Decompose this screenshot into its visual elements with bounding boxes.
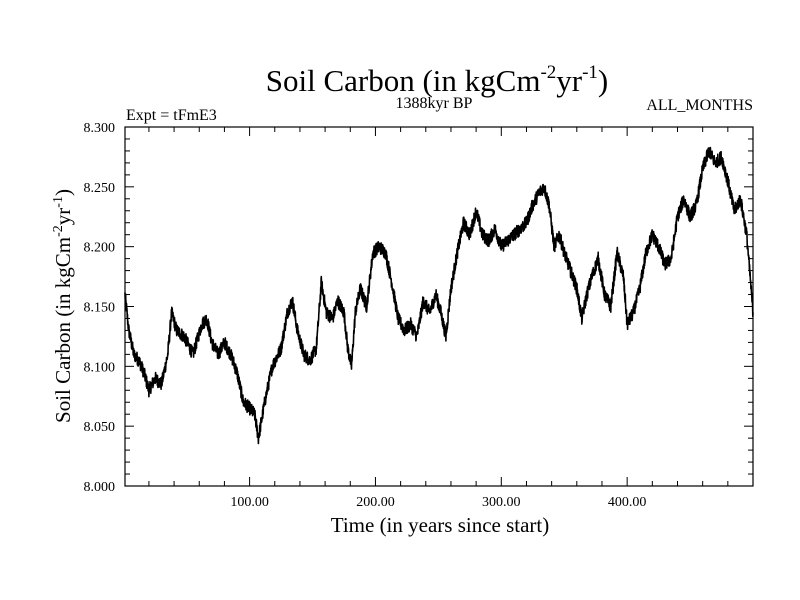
chart-title-sup2: -1 [582, 62, 598, 83]
y-tick-label: 8.150 [84, 301, 116, 316]
experiment-label: Expt = tFmE3 [126, 107, 217, 124]
chart-title-mid: yr [556, 63, 583, 98]
x-tick-label: 200.00 [356, 495, 395, 510]
x-tick-label: 400.00 [608, 495, 647, 510]
y-tick-label: 8.250 [84, 181, 116, 196]
y-tick-label: 8.050 [84, 420, 116, 435]
tick-labels: 8.000 8.050 8.100 8.150 8.200 8.250 8.300 100.0… [84, 121, 647, 510]
months-label: ALL_MONTHS [646, 97, 753, 114]
soil-carbon-series-line [124, 146, 754, 445]
time-bp-label: 1388kyr BP [396, 95, 473, 112]
chart-title-end: ) [598, 63, 608, 98]
x-tick-label: 100.00 [230, 495, 269, 510]
y-axis-label: Soil Carbon (in kgCm-2yr-1) [51, 189, 75, 423]
y-axis-label-sup1: -2 [51, 225, 66, 237]
y-axis-label-main: Soil Carbon (in kgCm [51, 237, 75, 423]
y-axis-label-end: ) [51, 189, 75, 196]
y-tick-label: 8.100 [84, 360, 116, 375]
chart-title: Soil Carbon (in kgCm-2yr-1) [266, 62, 609, 98]
x-tick-label: 300.00 [482, 495, 521, 510]
chart-title-sup1: -2 [540, 62, 556, 83]
x-axis-label: Time (in years since start) [331, 513, 550, 537]
y-axis-label-sup2: -1 [51, 196, 66, 208]
y-tick-label: 8.000 [84, 480, 116, 495]
y-tick-label: 8.300 [84, 121, 116, 136]
chart-title-main: Soil Carbon (in kgCm [266, 63, 541, 98]
y-axis-label-mid: yr [51, 208, 75, 226]
y-tick-label: 8.200 [84, 241, 116, 256]
